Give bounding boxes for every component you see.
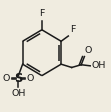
Text: F: F: [39, 9, 45, 18]
Text: O: O: [27, 74, 34, 83]
Text: S: S: [14, 72, 23, 85]
Text: O: O: [85, 46, 92, 55]
Text: OH: OH: [11, 89, 26, 98]
Text: F: F: [70, 25, 75, 34]
Text: O: O: [3, 74, 10, 83]
Text: OH: OH: [92, 61, 106, 70]
